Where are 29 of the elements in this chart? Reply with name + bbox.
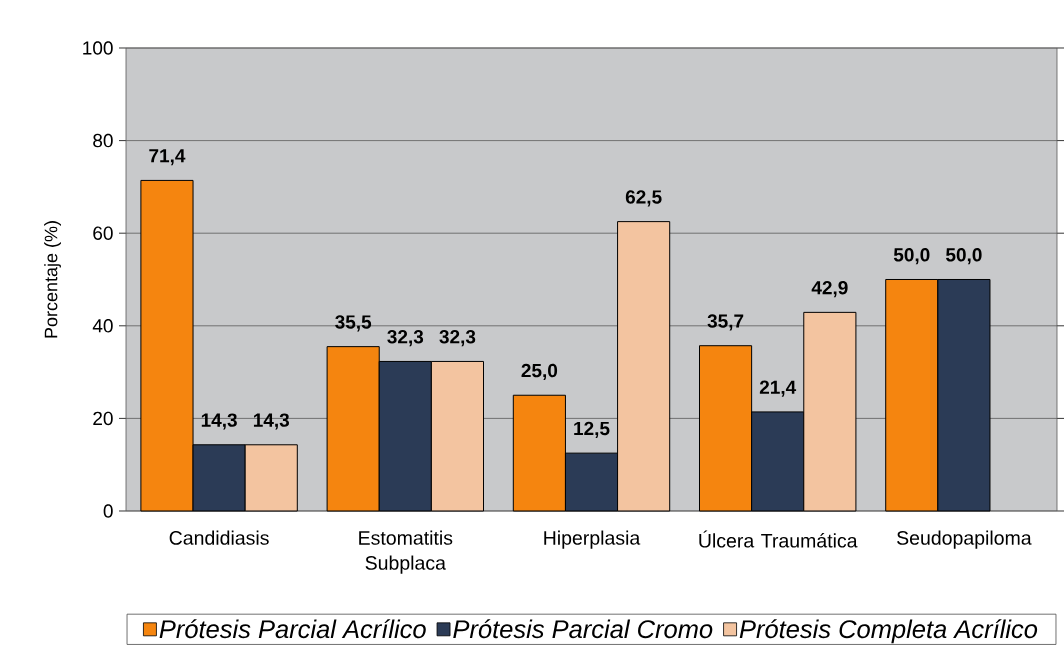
data-label: 35,7	[707, 314, 744, 331]
data-label: 62,5	[625, 190, 662, 207]
y-axis-title: Porcentaje (%)	[44, 221, 61, 338]
y-tick-label: 80	[93, 133, 113, 148]
data-label: 14,3	[253, 413, 290, 430]
y-tick-label: 40	[92, 319, 113, 333]
legend-label: Prótesis Parcial Acrílico	[159, 619, 426, 639]
data-label: 14,3	[201, 413, 237, 430]
x-tick-label: Candidiasis	[169, 530, 269, 545]
data-label: 32,3	[439, 330, 476, 347]
y-tick-label: 20	[93, 411, 113, 426]
data-label: 25,0	[521, 363, 558, 381]
x-tick-label: Úlcera Traumática	[699, 530, 858, 548]
y-tick-label: 100	[83, 41, 113, 55]
data-label: 50,0	[893, 248, 930, 265]
x-tick-label: Estomatitis Subplaca	[359, 530, 453, 574]
data-label: 71,4	[149, 149, 186, 166]
legend-label: Prótesis Parcial Cromo	[453, 619, 713, 639]
data-label: 21,4	[759, 380, 797, 397]
data-label: 12,5	[574, 421, 610, 438]
legend-label: Prótesis Completa Acrílico	[739, 619, 1038, 644]
y-tick-label: 0	[103, 504, 113, 518]
data-label: 35,5	[335, 315, 372, 332]
y-tick-label: 60	[93, 226, 113, 240]
data-label: 32,3	[387, 330, 424, 347]
x-tick-label: Seudopapiloma	[897, 530, 1032, 549]
data-label: 50,0	[946, 248, 982, 265]
data-label: 42,9	[811, 280, 848, 298]
x-tick-label: Hiperplasia	[544, 530, 641, 549]
